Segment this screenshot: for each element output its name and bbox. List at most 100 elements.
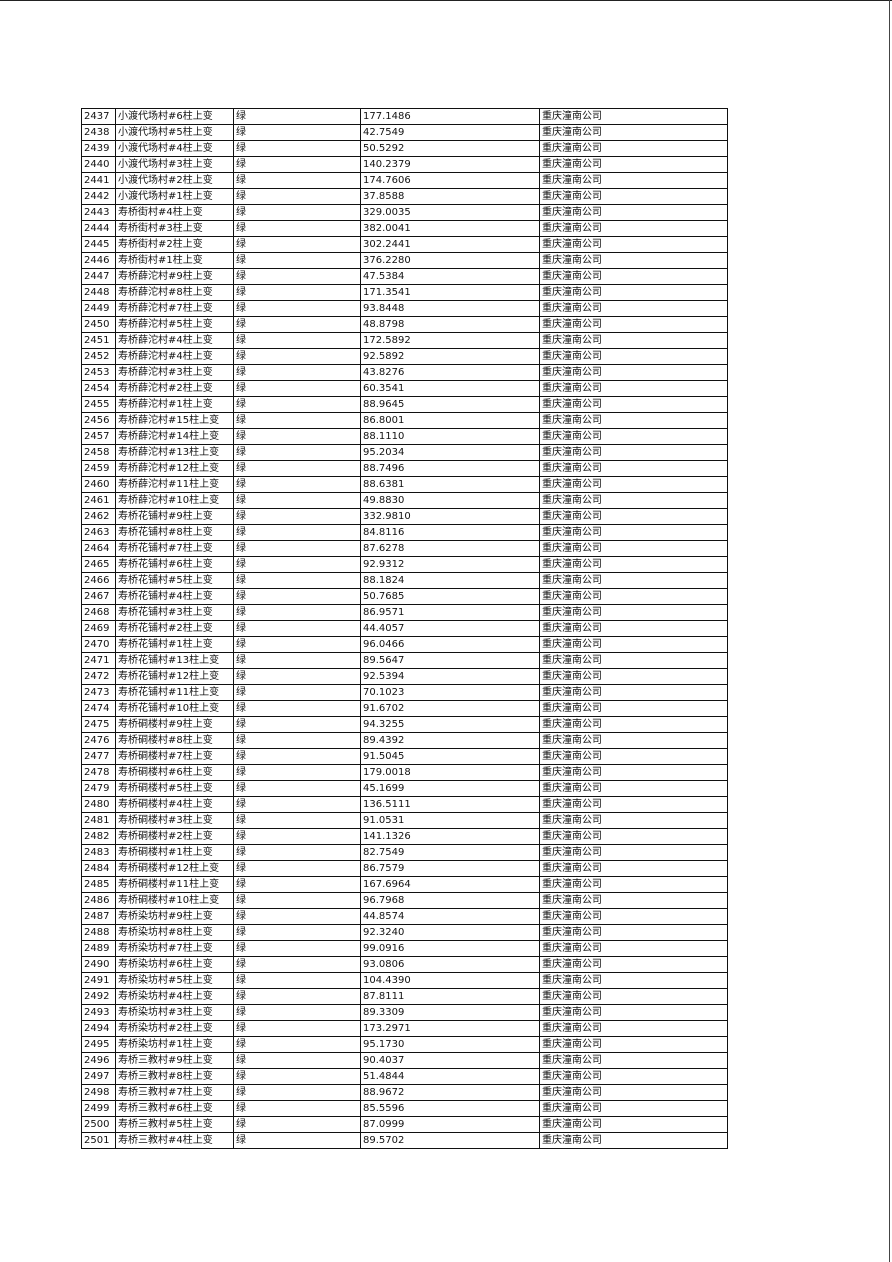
table-row: 2496 寿桥三教村#9柱上变绿 90.4037 重庆潼南公司 <box>81 1052 728 1069</box>
table-row: 2443 寿桥街村#4柱上变绿 329.0035 重庆潼南公司 <box>81 204 728 221</box>
row-id: 2441 <box>81 172 116 189</box>
status-cell: 绿 <box>233 684 361 701</box>
status-cell: 绿 <box>233 972 361 989</box>
value-cell: 91.6702 <box>360 700 540 717</box>
company-cell: 重庆潼南公司 <box>539 972 728 989</box>
row-id: 2448 <box>81 284 116 301</box>
company-cell: 重庆潼南公司 <box>539 556 728 573</box>
row-id: 2446 <box>81 252 116 269</box>
status-cell: 绿 <box>233 924 361 941</box>
status-cell: 绿 <box>233 940 361 957</box>
value-cell: 82.7549 <box>360 844 540 861</box>
value-cell: 376.2280 <box>360 252 540 269</box>
transformer-name: 寿桥薛沱村#3柱上变 <box>115 364 234 381</box>
row-id: 2464 <box>81 540 116 557</box>
company-cell: 重庆潼南公司 <box>539 396 728 413</box>
status-cell: 绿 <box>233 140 361 157</box>
transformer-name: 寿桥薛沱村#7柱上变 <box>115 300 234 317</box>
row-id: 2460 <box>81 476 116 493</box>
transformer-name: 寿桥薛沱村#10柱上变 <box>115 492 234 509</box>
status-cell: 绿 <box>233 236 361 253</box>
status-cell: 绿 <box>233 300 361 317</box>
transformer-name: 寿桥硐楼村#2柱上变 <box>115 828 234 845</box>
row-id: 2490 <box>81 956 116 973</box>
company-cell: 重庆潼南公司 <box>539 812 728 829</box>
table-row: 2486 寿桥硐楼村#10柱上变绿 96.7968 重庆潼南公司 <box>81 892 728 909</box>
table-row: 2489 寿桥染坊村#7柱上变绿 99.0916 重庆潼南公司 <box>81 940 728 957</box>
transformer-name: 寿桥硐楼村#6柱上变 <box>115 764 234 781</box>
value-cell: 88.1110 <box>360 428 540 445</box>
status-cell: 绿 <box>233 652 361 669</box>
status-cell: 绿 <box>233 764 361 781</box>
table-row: 2480 寿桥硐楼村#4柱上变绿 136.5111 重庆潼南公司 <box>81 796 728 813</box>
status-cell: 绿 <box>233 588 361 605</box>
table-row: 2484 寿桥硐楼村#12柱上变绿 86.7579 重庆潼南公司 <box>81 860 728 877</box>
company-cell: 重庆潼南公司 <box>539 764 728 781</box>
table-row: 2453 寿桥薛沱村#3柱上变绿 43.8276 重庆潼南公司 <box>81 364 728 381</box>
transformer-name: 寿桥花铺村#11柱上变 <box>115 684 234 701</box>
company-cell: 重庆潼南公司 <box>539 748 728 765</box>
status-cell: 绿 <box>233 636 361 653</box>
row-id: 2463 <box>81 524 116 541</box>
value-cell: 88.7496 <box>360 460 540 477</box>
status-cell: 绿 <box>233 860 361 877</box>
transformer-name: 寿桥花铺村#2柱上变 <box>115 620 234 637</box>
company-cell: 重庆潼南公司 <box>539 1004 728 1021</box>
value-cell: 87.6278 <box>360 540 540 557</box>
row-id: 2491 <box>81 972 116 989</box>
value-cell: 48.8798 <box>360 316 540 333</box>
status-cell: 绿 <box>233 172 361 189</box>
transformer-name: 寿桥三教村#7柱上变 <box>115 1084 234 1101</box>
value-cell: 94.3255 <box>360 716 540 733</box>
row-id: 2481 <box>81 812 116 829</box>
company-cell: 重庆潼南公司 <box>539 796 728 813</box>
value-cell: 91.0531 <box>360 812 540 829</box>
row-id: 2498 <box>81 1084 116 1101</box>
table-row: 2492 寿桥染坊村#4柱上变绿 87.8111 重庆潼南公司 <box>81 988 728 1005</box>
value-cell: 60.3541 <box>360 380 540 397</box>
transformer-name: 寿桥染坊村#1柱上变 <box>115 1036 234 1053</box>
table-row: 2491 寿桥染坊村#5柱上变绿 104.4390 重庆潼南公司 <box>81 972 728 989</box>
value-cell: 332.9810 <box>360 508 540 525</box>
transformer-name: 寿桥花铺村#8柱上变 <box>115 524 234 541</box>
table-row: 2499 寿桥三教村#6柱上变绿 85.5596 重庆潼南公司 <box>81 1100 728 1117</box>
row-id: 2501 <box>81 1132 116 1149</box>
value-cell: 89.3309 <box>360 1004 540 1021</box>
table-row: 2475 寿桥硐楼村#9柱上变绿 94.3255 重庆潼南公司 <box>81 716 728 733</box>
row-id: 2484 <box>81 860 116 877</box>
value-cell: 50.7685 <box>360 588 540 605</box>
transformer-name: 寿桥硐楼村#4柱上变 <box>115 796 234 813</box>
status-cell: 绿 <box>233 812 361 829</box>
status-cell: 绿 <box>233 332 361 349</box>
transformer-name: 寿桥三教村#6柱上变 <box>115 1100 234 1117</box>
status-cell: 绿 <box>233 572 361 589</box>
company-cell: 重庆潼南公司 <box>539 1084 728 1101</box>
status-cell: 绿 <box>233 428 361 445</box>
company-cell: 重庆潼南公司 <box>539 172 728 189</box>
row-id: 2486 <box>81 892 116 909</box>
table-row: 2493 寿桥染坊村#3柱上变绿 89.3309 重庆潼南公司 <box>81 1004 728 1021</box>
row-id: 2440 <box>81 156 116 173</box>
status-cell: 绿 <box>233 524 361 541</box>
transformer-name: 寿桥硐楼村#11柱上变 <box>115 876 234 893</box>
value-cell: 88.6381 <box>360 476 540 493</box>
status-cell: 绿 <box>233 908 361 925</box>
table-row: 2478 寿桥硐楼村#6柱上变绿 179.0018 重庆潼南公司 <box>81 764 728 781</box>
company-cell: 重庆潼南公司 <box>539 108 728 125</box>
company-cell: 重庆潼南公司 <box>539 668 728 685</box>
transformer-name: 寿桥薛沱村#4柱上变 <box>115 332 234 349</box>
transformer-name: 寿桥街村#3柱上变 <box>115 220 234 237</box>
value-cell: 37.8588 <box>360 188 540 205</box>
table-row: 2463 寿桥花铺村#8柱上变绿 84.8116 重庆潼南公司 <box>81 524 728 541</box>
transformer-name: 寿桥薛沱村#14柱上变 <box>115 428 234 445</box>
row-id: 2494 <box>81 1020 116 1037</box>
value-cell: 172.5892 <box>360 332 540 349</box>
transformer-name: 寿桥街村#4柱上变 <box>115 204 234 221</box>
transformer-name: 小渡代场村#3柱上变 <box>115 156 234 173</box>
status-cell: 绿 <box>233 1084 361 1101</box>
page-top-border <box>0 0 892 1</box>
status-cell: 绿 <box>233 1004 361 1021</box>
row-id: 2443 <box>81 204 116 221</box>
value-cell: 92.9312 <box>360 556 540 573</box>
row-id: 2449 <box>81 300 116 317</box>
